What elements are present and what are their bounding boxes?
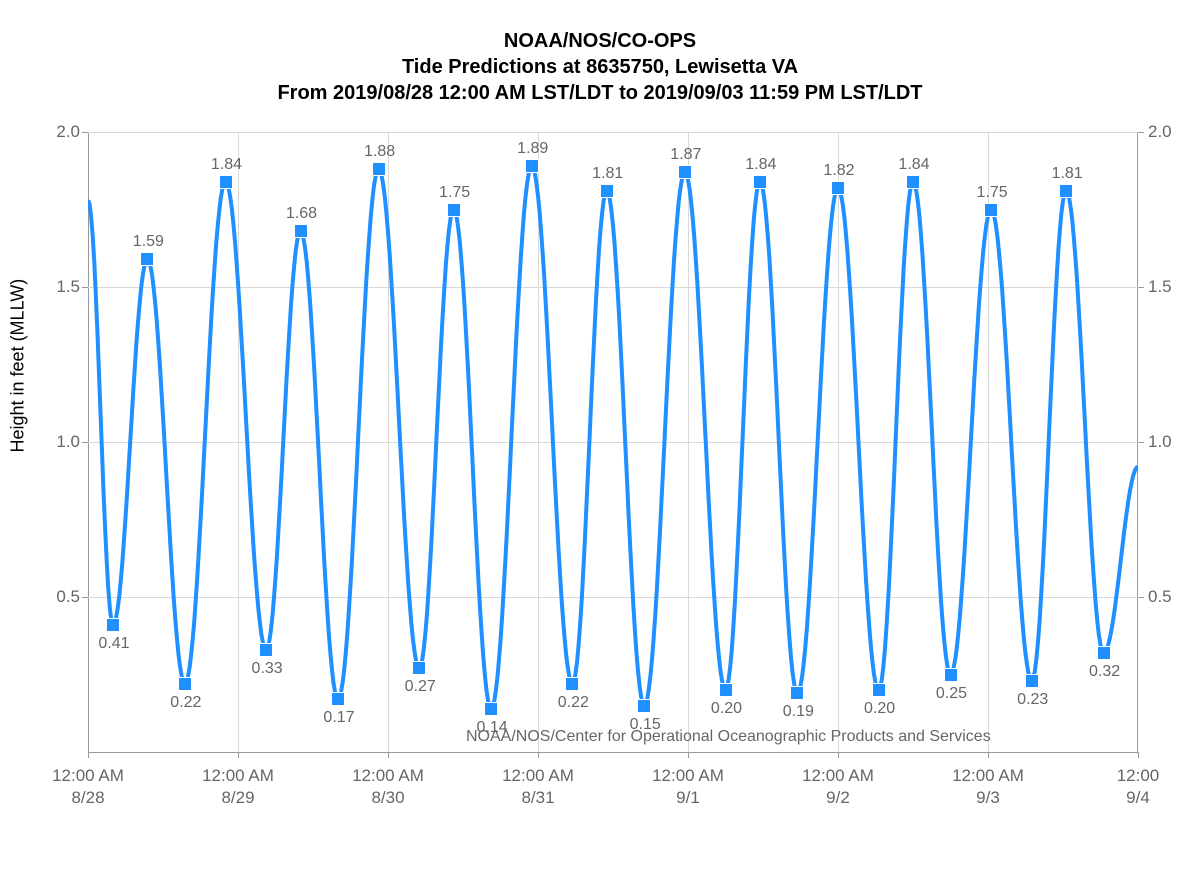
tide-marker <box>447 203 461 217</box>
tide-value-label: 0.19 <box>773 703 823 721</box>
tide-marker <box>719 683 733 697</box>
tide-value-label: 0.15 <box>620 716 670 734</box>
tide-value-label: 1.88 <box>355 143 405 161</box>
tide-marker <box>525 159 539 173</box>
tide-marker <box>294 224 308 238</box>
tide-value-label: 1.59 <box>123 233 173 251</box>
tide-marker <box>831 181 845 195</box>
tide-marker <box>178 677 192 691</box>
tide-marker <box>106 618 120 632</box>
tide-marker <box>1059 184 1073 198</box>
tide-marker <box>372 162 386 176</box>
tide-value-label: 0.20 <box>702 700 752 718</box>
tide-chart: NOAA/NOS/CO-OPS Tide Predictions at 8635… <box>0 0 1200 874</box>
tide-marker <box>1025 674 1039 688</box>
tide-value-label: 1.81 <box>1042 165 1092 183</box>
tide-value-label: 0.22 <box>548 694 598 712</box>
tide-value-label: 1.82 <box>814 162 864 180</box>
tide-marker <box>984 203 998 217</box>
tide-value-label: 0.23 <box>1008 691 1058 709</box>
tide-marker <box>331 692 345 706</box>
tide-value-label: 0.27 <box>395 678 445 696</box>
tide-marker <box>484 702 498 716</box>
tide-marker <box>259 643 273 657</box>
tide-value-label: 1.75 <box>967 184 1017 202</box>
tide-value-label: 1.81 <box>583 165 633 183</box>
tide-marker <box>140 252 154 266</box>
tide-marker <box>944 668 958 682</box>
tide-value-label: 1.68 <box>277 205 327 223</box>
tide-value-label: 0.25 <box>927 685 977 703</box>
tide-value-label: 1.84 <box>889 156 939 174</box>
tide-marker <box>600 184 614 198</box>
tide-value-label: 0.22 <box>161 694 211 712</box>
tide-value-label: 1.87 <box>661 146 711 164</box>
tide-marker <box>637 699 651 713</box>
tide-value-label: 0.20 <box>855 700 905 718</box>
tide-line <box>0 0 1200 874</box>
tide-marker <box>219 175 233 189</box>
tide-marker <box>753 175 767 189</box>
tide-value-label: 0.33 <box>242 660 292 678</box>
tide-value-label: 1.75 <box>430 184 480 202</box>
tide-marker <box>412 661 426 675</box>
tide-value-label: 1.84 <box>202 156 252 174</box>
tide-value-label: 1.89 <box>508 140 558 158</box>
tide-marker <box>906 175 920 189</box>
tide-marker <box>872 683 886 697</box>
tide-value-label: 0.32 <box>1080 663 1130 681</box>
tide-marker <box>790 686 804 700</box>
tide-value-label: 0.17 <box>314 709 364 727</box>
tide-marker <box>565 677 579 691</box>
tide-value-label: 1.84 <box>736 156 786 174</box>
tide-marker <box>678 165 692 179</box>
tide-marker <box>1097 646 1111 660</box>
tide-value-label: 0.41 <box>89 635 139 653</box>
tide-value-label: 0.14 <box>467 719 517 737</box>
